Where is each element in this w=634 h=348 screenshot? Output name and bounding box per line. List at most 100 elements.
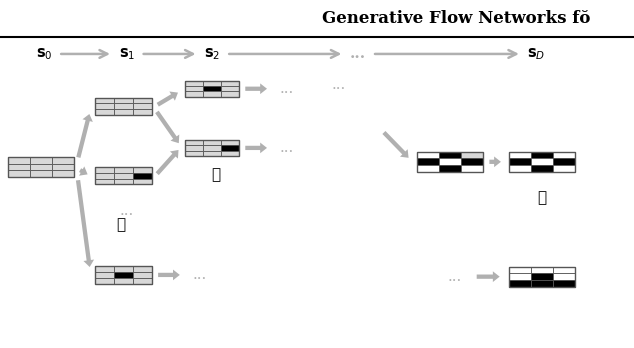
Bar: [52, 171, 74, 177]
Bar: [186, 140, 240, 156]
Text: ...: ...: [193, 268, 207, 282]
Bar: [553, 158, 576, 165]
Bar: [439, 158, 462, 165]
Bar: [114, 278, 133, 284]
Text: ...: ...: [350, 47, 366, 61]
Bar: [221, 81, 240, 86]
Bar: [95, 97, 114, 103]
Bar: [30, 164, 52, 171]
Bar: [439, 165, 462, 172]
Bar: [508, 273, 531, 280]
Bar: [508, 280, 531, 287]
Bar: [461, 165, 483, 172]
Bar: [531, 273, 553, 280]
Text: ...: ...: [280, 82, 294, 96]
Bar: [186, 140, 204, 145]
Bar: [417, 165, 439, 172]
Bar: [95, 278, 114, 284]
Bar: [508, 267, 576, 287]
Text: Generative Flow Networks fŏ: Generative Flow Networks fŏ: [322, 10, 591, 27]
Bar: [204, 86, 221, 92]
Bar: [133, 103, 152, 109]
Bar: [204, 81, 221, 86]
Bar: [133, 97, 152, 103]
Text: ...: ...: [448, 270, 462, 284]
Bar: [114, 266, 133, 272]
Bar: [461, 158, 483, 165]
Bar: [133, 266, 152, 272]
Bar: [95, 97, 152, 115]
Text: ...: ...: [120, 204, 134, 218]
Bar: [204, 145, 221, 151]
Bar: [204, 151, 221, 156]
Bar: [508, 152, 576, 172]
Bar: [553, 165, 576, 172]
Bar: [95, 266, 114, 272]
Bar: [553, 267, 576, 273]
Bar: [461, 152, 483, 158]
Text: ...: ...: [280, 141, 294, 155]
Bar: [508, 165, 531, 172]
Bar: [95, 266, 152, 284]
Bar: [95, 179, 114, 184]
Bar: [439, 152, 462, 158]
Bar: [133, 109, 152, 115]
Text: $\mathbf{s}_2$: $\mathbf{s}_2$: [204, 46, 221, 62]
Bar: [114, 109, 133, 115]
Bar: [221, 86, 240, 92]
Text: ⋮: ⋮: [538, 191, 547, 205]
Bar: [531, 280, 553, 287]
Bar: [52, 164, 74, 171]
Bar: [114, 97, 133, 103]
Text: ⋮: ⋮: [211, 168, 220, 182]
Bar: [95, 173, 114, 179]
Bar: [417, 158, 439, 165]
Bar: [8, 157, 30, 164]
Bar: [95, 167, 152, 184]
Bar: [531, 267, 553, 273]
Bar: [8, 157, 74, 177]
Bar: [133, 173, 152, 179]
Bar: [204, 92, 221, 97]
Bar: [186, 145, 204, 151]
Bar: [133, 167, 152, 173]
Bar: [508, 152, 531, 158]
Bar: [95, 272, 114, 278]
Bar: [114, 173, 133, 179]
Bar: [8, 171, 30, 177]
Bar: [553, 273, 576, 280]
Bar: [553, 280, 576, 287]
Bar: [186, 151, 204, 156]
Bar: [186, 81, 204, 86]
Bar: [417, 152, 439, 158]
Bar: [508, 158, 531, 165]
Bar: [114, 167, 133, 173]
Bar: [95, 167, 114, 173]
Bar: [133, 272, 152, 278]
Bar: [133, 179, 152, 184]
Bar: [531, 158, 553, 165]
Bar: [30, 157, 52, 164]
Text: $\mathbf{s}_0$: $\mathbf{s}_0$: [36, 46, 53, 62]
Bar: [186, 92, 204, 97]
Bar: [417, 152, 483, 172]
Bar: [114, 272, 133, 278]
Bar: [95, 109, 114, 115]
Bar: [221, 151, 240, 156]
Bar: [531, 152, 553, 158]
Bar: [221, 145, 240, 151]
Bar: [8, 164, 30, 171]
Text: ...: ...: [332, 78, 346, 92]
Bar: [553, 152, 576, 158]
Text: $\mathbf{s}_1$: $\mathbf{s}_1$: [119, 46, 135, 62]
Bar: [30, 171, 52, 177]
Text: $\mathbf{s}_D$: $\mathbf{s}_D$: [527, 46, 545, 62]
Text: ⋮: ⋮: [116, 218, 125, 232]
Bar: [114, 103, 133, 109]
Bar: [508, 267, 531, 273]
Bar: [204, 140, 221, 145]
Bar: [114, 179, 133, 184]
Bar: [221, 140, 240, 145]
Bar: [133, 278, 152, 284]
Bar: [531, 165, 553, 172]
